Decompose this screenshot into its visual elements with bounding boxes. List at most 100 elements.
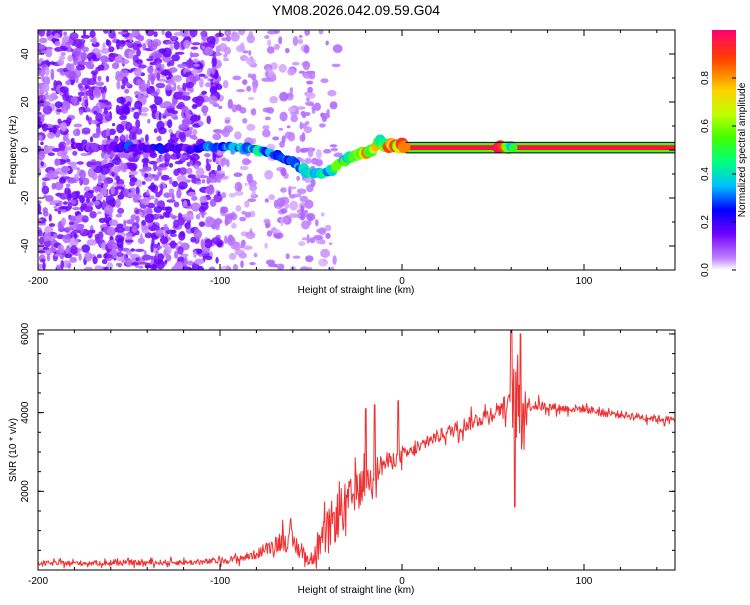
spectrogram-noise-mark [178,231,186,241]
spectrogram-noise-mark [299,266,309,270]
spectrogram-noise-mark [141,158,150,164]
spectrogram-noise-mark [306,234,310,244]
spectrogram-noise-mark [45,48,53,58]
spectrogram-noise-mark [131,225,138,234]
spectrogram-noise-mark [180,253,189,258]
spectrogram-noise-mark [215,45,221,54]
spectrogram-noise-mark [76,161,84,165]
spectrogram-noise-mark [130,187,136,192]
spectrogram-noise-mark [183,213,194,218]
spectrogram-noise-mark [279,91,289,102]
spectrogram-noise-mark [228,193,237,198]
spectrogram-noise-mark [251,189,256,198]
spectrogram-noise-mark [108,46,115,53]
spectrogram-noise-mark [93,111,98,114]
spectrogram-noise-mark [198,121,204,127]
spectrogram-noise-mark [307,86,313,93]
spectrogram-noise-mark [153,243,159,249]
spectrogram-noise-mark [273,232,282,239]
spectrogram-noise-mark [234,131,242,140]
spectrogram-noise-mark [242,79,248,85]
spectrogram-noise-mark [318,258,329,267]
spectrogram-noise-mark [86,239,97,246]
spectrogram-noise-mark [125,134,129,141]
spectrogram-noise-mark [195,214,201,220]
spectrogram-noise-mark [159,215,165,220]
spectrogram-noise-mark [246,58,256,66]
colorbar-gradient [712,30,736,270]
spectrogram-noise-mark [128,33,133,42]
spectrogram-noise-mark [227,99,233,109]
spectrogram-noise-mark [171,35,177,41]
spectrogram-noise-mark [150,75,155,85]
spectrogram-noise-mark [67,202,73,210]
spectrogram-noise-mark [173,40,180,50]
spectrogram-noise-mark [165,229,176,235]
spectrogram-noise-mark [308,70,316,80]
spectrogram-noise-mark [171,180,179,188]
spectrogram-noise-mark [63,201,68,205]
spectrogram-noise-mark [208,266,216,270]
spectrogram-noise-mark [109,235,114,241]
spectrogram-noise-mark [292,255,301,259]
spectrogram-noise-mark [217,170,225,174]
spectrogram-noise-mark [144,213,155,223]
spectrogram-noise-mark [222,80,229,89]
spectrogram-noise-mark [58,143,65,152]
spectrogram-noise-mark [205,216,214,223]
spectrogram-noise-mark [284,203,290,209]
spectrogram-noise-mark [164,246,172,255]
spectrogram-noise-mark [195,175,201,179]
spectrogram-noise-mark [215,257,219,264]
spectrogram-noise-mark [124,88,130,94]
snr-panel: -200 -100 0 100 2000 4000 6000 Height of stra… [8,322,676,596]
spectrogram-noise-mark [164,152,171,163]
spectrogram-y-tick-label: 40 [20,48,31,60]
spectrogram-x-tick-label: -100 [210,276,230,287]
spectrogram-noise-mark [85,198,91,203]
spectrogram-noise-mark [140,107,149,113]
spectrogram-noise-mark [320,248,330,258]
spectrogram-noise-mark [60,52,66,56]
spectrogram-noise-mark [304,112,311,116]
spectrogram-noise-mark [95,90,101,96]
spectrogram-noise-mark [165,30,172,39]
spectrogram-noise-mark [300,204,305,214]
spectrogram-noise-mark [298,38,303,45]
spectrogram-noise-mark [136,154,141,159]
spectrogram-noise-mark [141,254,152,261]
spectrogram-noise-mark [320,112,325,117]
spectrogram-noise-mark [131,262,139,266]
spectrogram-noise-mark [269,96,279,104]
spectrogram-noise-mark [46,30,51,37]
spectrogram-noise-mark [248,31,254,40]
spectrogram-noise-mark [224,119,230,124]
spectrogram-noise-mark [41,74,45,82]
spectrogram-noise-mark [326,109,330,116]
spectrogram-noise-mark [153,258,163,265]
spectrogram-noise-mark [48,247,57,253]
spectrogram-noise-mark [313,235,324,240]
spectrogram-noise-mark [224,46,231,55]
spectrogram-noise-mark [281,135,286,144]
spectrogram-noise-mark [54,208,62,212]
spectrogram-noise-mark [156,157,161,164]
spectrogram-noise-mark [38,69,46,77]
spectrogram-noise-mark [189,87,194,93]
spectrogram-noise-mark [159,236,169,245]
spectrogram-noise-mark [168,176,173,185]
spectrogram-noise-mark [320,212,325,217]
spectrogram-noise-mark [206,176,211,185]
spectrogram-x-axis-label: Height of straight line (km) [298,285,415,296]
spectrogram-noise-mark [301,237,308,241]
spectrogram-noise-mark [71,229,82,234]
spectrogram-noise-mark [89,136,94,143]
spectrogram-noise-mark [167,119,173,129]
spectrogram-noise-mark [331,63,341,68]
spectrogram-noise-mark [225,265,231,270]
spectrogram-noise-mark [67,54,74,62]
spectrogram-noise-mark [80,34,91,39]
spectrogram-noise-mark [41,185,50,195]
spectrogram-noise-mark [289,87,294,94]
